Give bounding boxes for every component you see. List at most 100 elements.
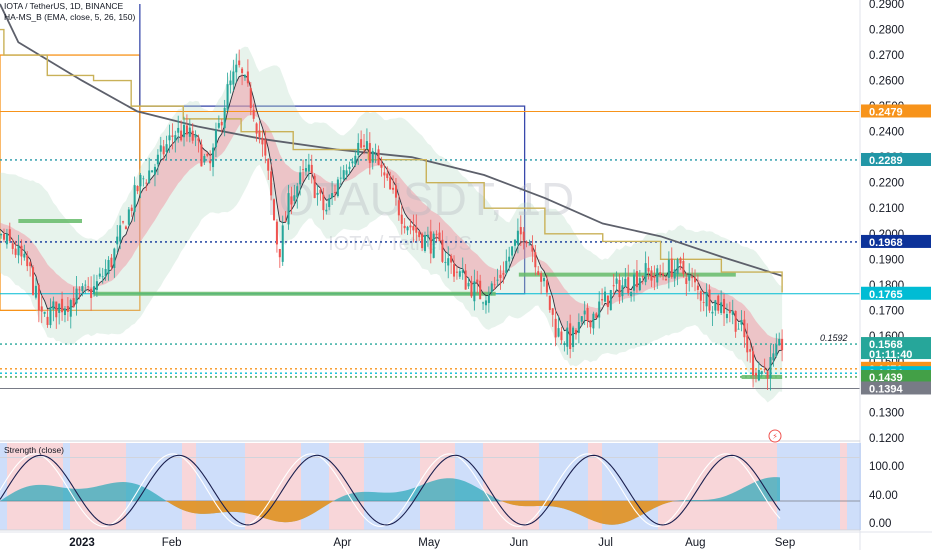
candle-body [182, 124, 186, 138]
candle-body [212, 147, 215, 168]
candle-body [174, 135, 177, 142]
candle-body [566, 327, 569, 347]
candle-body [763, 369, 766, 371]
candle-body [98, 273, 101, 277]
candle-body [363, 145, 366, 147]
candle-body [2, 233, 6, 240]
time-tick: Aug [685, 537, 705, 549]
candle-body [717, 295, 720, 311]
candle-body [563, 343, 566, 345]
step-line[interactable] [0, 28, 783, 293]
candle-body [630, 291, 633, 297]
price-tick: 0.2700 [869, 50, 904, 62]
candle-body [377, 149, 380, 165]
candle-body [487, 295, 490, 304]
candle-body [441, 239, 444, 262]
candle-body [749, 349, 752, 352]
candle-body [537, 271, 540, 275]
candle-body [403, 225, 406, 229]
candle-body [438, 232, 441, 242]
candle-body [450, 255, 453, 263]
price-tick: 0.2800 [869, 25, 904, 37]
candle-body [49, 307, 52, 326]
candle-body [484, 300, 487, 306]
candle-body [781, 338, 784, 351]
candle-body [275, 221, 278, 245]
price-badge: 0.1765 [861, 286, 931, 301]
candle-body [435, 233, 438, 235]
candle-body [374, 154, 377, 155]
candle-body [180, 130, 183, 141]
candle-body [389, 177, 392, 190]
candle-body [197, 138, 200, 141]
candle-body [258, 130, 261, 137]
candle-body [5, 233, 8, 245]
candle-body [14, 248, 17, 255]
candle-body [159, 145, 162, 152]
candle-body [354, 155, 357, 165]
candle-body [685, 278, 688, 284]
candle-body [296, 186, 299, 198]
candle-body [281, 225, 284, 262]
candle-body [72, 298, 75, 308]
candle-body [313, 175, 316, 198]
candle-body [127, 209, 130, 225]
candle-body [476, 279, 479, 283]
candle-body [522, 231, 525, 241]
candle-body [293, 195, 296, 201]
candle-body [168, 135, 171, 141]
candle-body [586, 307, 589, 321]
candle-body [310, 164, 313, 173]
oscillator-label[interactable]: Strength (close) [4, 445, 64, 455]
candle-body [618, 279, 621, 298]
candle-body [545, 280, 548, 293]
oscillator-axis[interactable]: 100.00 40.00 0.00 [869, 461, 904, 530]
candle-body [609, 290, 612, 311]
lightning-icon[interactable]: ⚡ [768, 429, 782, 443]
price-tick: 0.2400 [869, 127, 904, 139]
indicator-title[interactable]: HA-MS_B (EMA, close, 5, 26, 150) [4, 12, 135, 22]
price-tick: 0.1900 [869, 254, 904, 266]
candle-body [496, 279, 499, 281]
candle-body [746, 335, 749, 353]
candle-body [0, 234, 3, 236]
candle-body [667, 259, 670, 278]
candle-body [394, 185, 397, 198]
candle-body [316, 192, 319, 195]
candle-body [705, 291, 708, 307]
candle-body [673, 269, 676, 279]
candle-body [136, 185, 139, 192]
time-axis[interactable]: 2023 Feb Apr May Jun Jul Aug Sep [69, 537, 795, 549]
candle-body [177, 127, 180, 133]
time-tick: Feb [162, 537, 182, 549]
svg-text:0.2289: 0.2289 [869, 155, 903, 167]
candle-body [557, 328, 560, 337]
fast-ema-line[interactable] [0, 74, 783, 372]
price-badges: 0.24790.22890.19680.17650.156801:11:400.… [861, 104, 931, 395]
candle-body [380, 164, 383, 168]
candle-body [206, 153, 209, 156]
sma-line[interactable] [0, 3, 783, 277]
candle-body [92, 286, 96, 295]
candle-body [194, 134, 197, 138]
candle-body [17, 245, 20, 256]
candle-body [246, 71, 249, 84]
candle-body [543, 278, 546, 282]
candle-body [87, 286, 90, 288]
svg-text:0.1394: 0.1394 [869, 383, 904, 395]
candle-body [232, 71, 235, 85]
candle-body [412, 226, 415, 231]
candle-body [151, 170, 154, 173]
candle-body [592, 313, 595, 329]
symbol-title[interactable]: IOTA / TetherUS, 1D, BINANCE [4, 1, 124, 11]
candle-body [156, 154, 159, 165]
candle-body [307, 164, 310, 172]
candle-body [148, 170, 151, 183]
candle-body [653, 275, 656, 278]
price-tick: 0.1200 [869, 433, 904, 445]
candle-body [209, 160, 212, 164]
candle-body [679, 258, 682, 264]
candle-body [714, 300, 717, 311]
candle-body [107, 259, 110, 274]
